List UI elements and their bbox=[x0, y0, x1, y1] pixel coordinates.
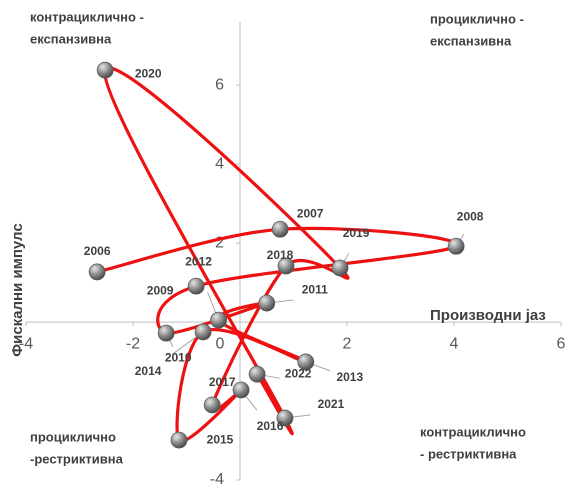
x-tick-label: 4 bbox=[450, 335, 459, 352]
point bbox=[232, 381, 250, 399]
point bbox=[157, 324, 175, 342]
point-label: 2019 bbox=[343, 226, 370, 240]
point bbox=[96, 61, 114, 79]
point-label: 2010 bbox=[165, 350, 192, 364]
point-label: 2021 bbox=[318, 397, 345, 411]
point-label: 2017 bbox=[209, 375, 236, 389]
x-axis-title: Производни јаз bbox=[430, 307, 546, 324]
x-tick-label: -2 bbox=[126, 335, 140, 352]
point bbox=[447, 237, 465, 255]
axes: -4 -2 0 2 4 6 -4 2 4 6 bbox=[19, 22, 566, 487]
y-tick-label: -4 bbox=[210, 471, 224, 487]
point-label: 2018 bbox=[267, 248, 294, 262]
quadrant-label: -рестриктивна bbox=[30, 451, 124, 466]
point bbox=[258, 294, 276, 312]
quadrant-label: контрациклично bbox=[420, 424, 526, 439]
x-tick-label: 6 bbox=[557, 335, 566, 352]
point-label: 2020 bbox=[135, 66, 162, 80]
x-tick-label: -4 bbox=[19, 335, 33, 352]
point-label: 2011 bbox=[302, 282, 328, 296]
point bbox=[276, 409, 294, 427]
point-label: 2013 bbox=[336, 370, 363, 384]
quadrant-label: проциклично - bbox=[430, 11, 524, 26]
quadrant-label: контрациклично - bbox=[30, 9, 144, 24]
point-label: 2014 bbox=[135, 364, 162, 378]
y-tick-label: 6 bbox=[215, 76, 224, 93]
quadrant-label: проциклично bbox=[30, 429, 116, 444]
y-tick-label: 2 bbox=[215, 234, 224, 251]
y-tick-label: 4 bbox=[215, 155, 224, 172]
point bbox=[88, 263, 106, 281]
point-label: 2016 bbox=[257, 419, 284, 433]
quadrant-label: експанзивна bbox=[30, 31, 112, 46]
point bbox=[203, 396, 221, 414]
point bbox=[187, 277, 205, 295]
point bbox=[170, 431, 188, 449]
quadrant-label: - рестриктивна bbox=[420, 446, 517, 461]
plot: 2006 2007 2008 2009 2010 2011 2012 2013 2014 2015… bbox=[84, 61, 484, 449]
point bbox=[210, 311, 228, 329]
point-label: 2007 bbox=[297, 206, 324, 220]
x-tick-label: 2 bbox=[343, 335, 352, 352]
point bbox=[331, 259, 349, 277]
point-label: 2015 bbox=[207, 432, 234, 446]
point-label: 2012 bbox=[185, 254, 212, 268]
point bbox=[194, 323, 212, 341]
point-label: 2009 bbox=[147, 283, 174, 297]
point-label: 2006 bbox=[84, 244, 111, 258]
quadrant-label: експанзивна bbox=[430, 33, 512, 48]
point-label: 2022 bbox=[285, 366, 312, 380]
point bbox=[277, 257, 295, 275]
y-axis-title: Фискални импулс bbox=[9, 223, 26, 356]
point bbox=[271, 220, 289, 238]
x-tick-label: 0 bbox=[216, 335, 225, 352]
point bbox=[297, 353, 315, 371]
point-label: 2008 bbox=[457, 209, 484, 223]
point bbox=[248, 365, 266, 383]
